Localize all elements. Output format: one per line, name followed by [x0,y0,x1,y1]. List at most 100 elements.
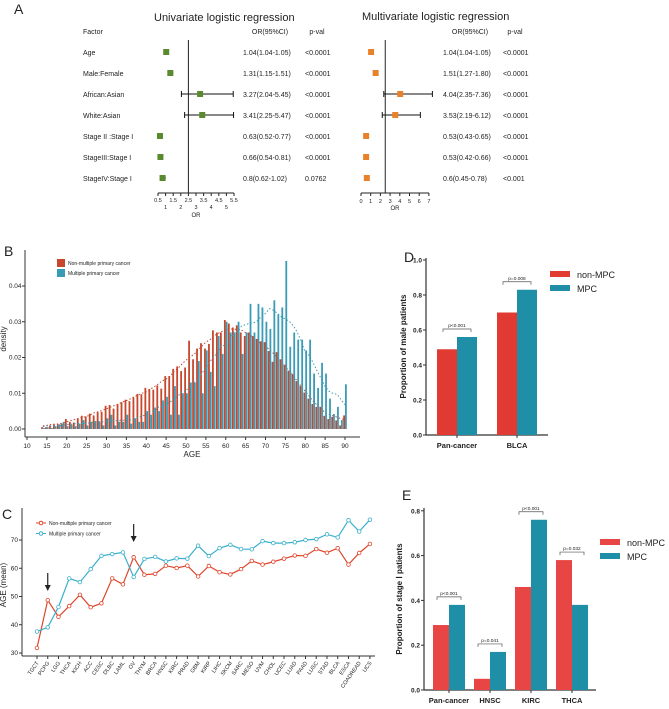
or-marker [363,133,370,139]
histogram-bar [104,405,107,429]
histogram-bar [170,414,172,429]
x-axis-label: OR [391,206,401,212]
data-point [45,625,50,630]
histogram-bar [54,426,57,429]
histogram-bar [154,407,156,429]
histogram-bar [158,411,160,429]
legend-swatch [550,285,570,291]
histogram-bar [90,421,93,429]
histogram-bar [243,336,246,429]
y-tick-label: 0.6 [411,553,420,560]
y-tick-label: 0.6 [413,328,422,335]
y-axis-label: Proportion of male patients [399,294,408,399]
x-tick-label: UCS [362,660,374,673]
x-tick-label: 2 [379,199,382,205]
histogram-bar [110,414,113,429]
or-ci-text: 1.04(1.04-1.05) [243,50,291,57]
or-ci-text: 3.41(2.25-5.47) [243,113,291,120]
histogram-bar [259,341,262,429]
x-tick-label: 90 [341,443,349,450]
histogram-bar [160,388,163,429]
data-point [314,546,319,552]
histogram-bar [239,332,242,429]
or-ci-text: 1.04(1.04-1.05) [443,50,491,57]
data-point [260,562,265,567]
data-point [88,566,93,572]
histogram-bar [186,393,188,429]
histogram-bar [269,328,272,429]
histogram-bar [116,403,119,429]
p-value-text: <0.0001 [503,113,529,120]
histogram-bar [180,371,183,429]
histogram-bar [287,370,290,429]
y-tick-label: 0.8 [411,508,420,515]
x-tick-label: 4.5 [215,198,223,204]
bar [517,289,537,435]
bar [437,349,457,435]
y-tick-label: 30 [11,650,19,657]
or-marker [368,49,375,55]
bar [474,678,490,690]
histogram-bar [58,424,61,429]
data-point [217,570,222,575]
x-tick-label: 6 [418,199,421,205]
histogram-bar [118,421,121,429]
histogram-bar [208,343,210,429]
data-point [99,553,104,559]
histogram-bar [84,416,87,429]
arrow-head-icon [44,585,51,591]
histogram-bar [249,303,252,429]
histogram-bar [174,386,176,429]
histogram-bar [325,373,327,429]
bar [572,604,588,690]
histogram-bar [229,332,232,429]
data-point [346,562,351,567]
histogram-bar [188,340,190,429]
data-point [77,579,83,585]
histogram-bar [189,382,192,429]
histogram-bar [333,413,335,429]
histogram-bar [311,403,314,429]
x-tick-label: PRAD [177,661,191,677]
histogram-bar [78,423,81,429]
histogram-bar [152,389,155,429]
histogram-bar [247,332,250,429]
p-value-text: <0.0001 [305,113,331,120]
data-point [163,559,169,564]
histogram-bar [102,425,105,429]
data-point [109,576,115,581]
histogram-bar [134,418,137,429]
p-value-label: p<0.001 [440,591,458,597]
y-tick-label: 0.8 [413,293,422,300]
bar [433,625,449,690]
x-tick-label: 30 [103,443,111,450]
histogram-bar [166,396,168,429]
legend-marker [38,520,44,526]
legend-label: Multiple primary cancer [68,271,120,277]
histogram-bar [209,371,212,429]
x-tick-label: BLCA [507,441,528,450]
x-tick-label: MESO [241,660,256,677]
y-tick-label: 1.0 [413,258,422,265]
histogram-bar [138,421,141,429]
p-value-text: <0.0001 [305,71,331,78]
data-point [292,553,297,558]
x-tick-label: THCA [59,660,73,676]
x-tick-label: 20 [63,443,71,450]
histogram-bar [197,361,200,429]
x-tick-label: 5 [408,199,411,205]
y-tick-label: 0.02 [9,355,22,362]
histogram-bar [303,392,306,429]
x-tick-label: Pan-cancer [437,441,478,450]
data-point [195,574,201,579]
data-point [249,558,254,564]
series-line [36,543,371,649]
x-tick-label: 65 [242,443,250,450]
x-tick-label: 50 [182,443,190,450]
data-point [303,553,308,559]
histogram-bar [62,421,65,429]
x-tick-label: 25 [83,443,91,450]
histogram-bar [327,418,330,429]
y-tick-label: 0.04 [9,283,22,290]
